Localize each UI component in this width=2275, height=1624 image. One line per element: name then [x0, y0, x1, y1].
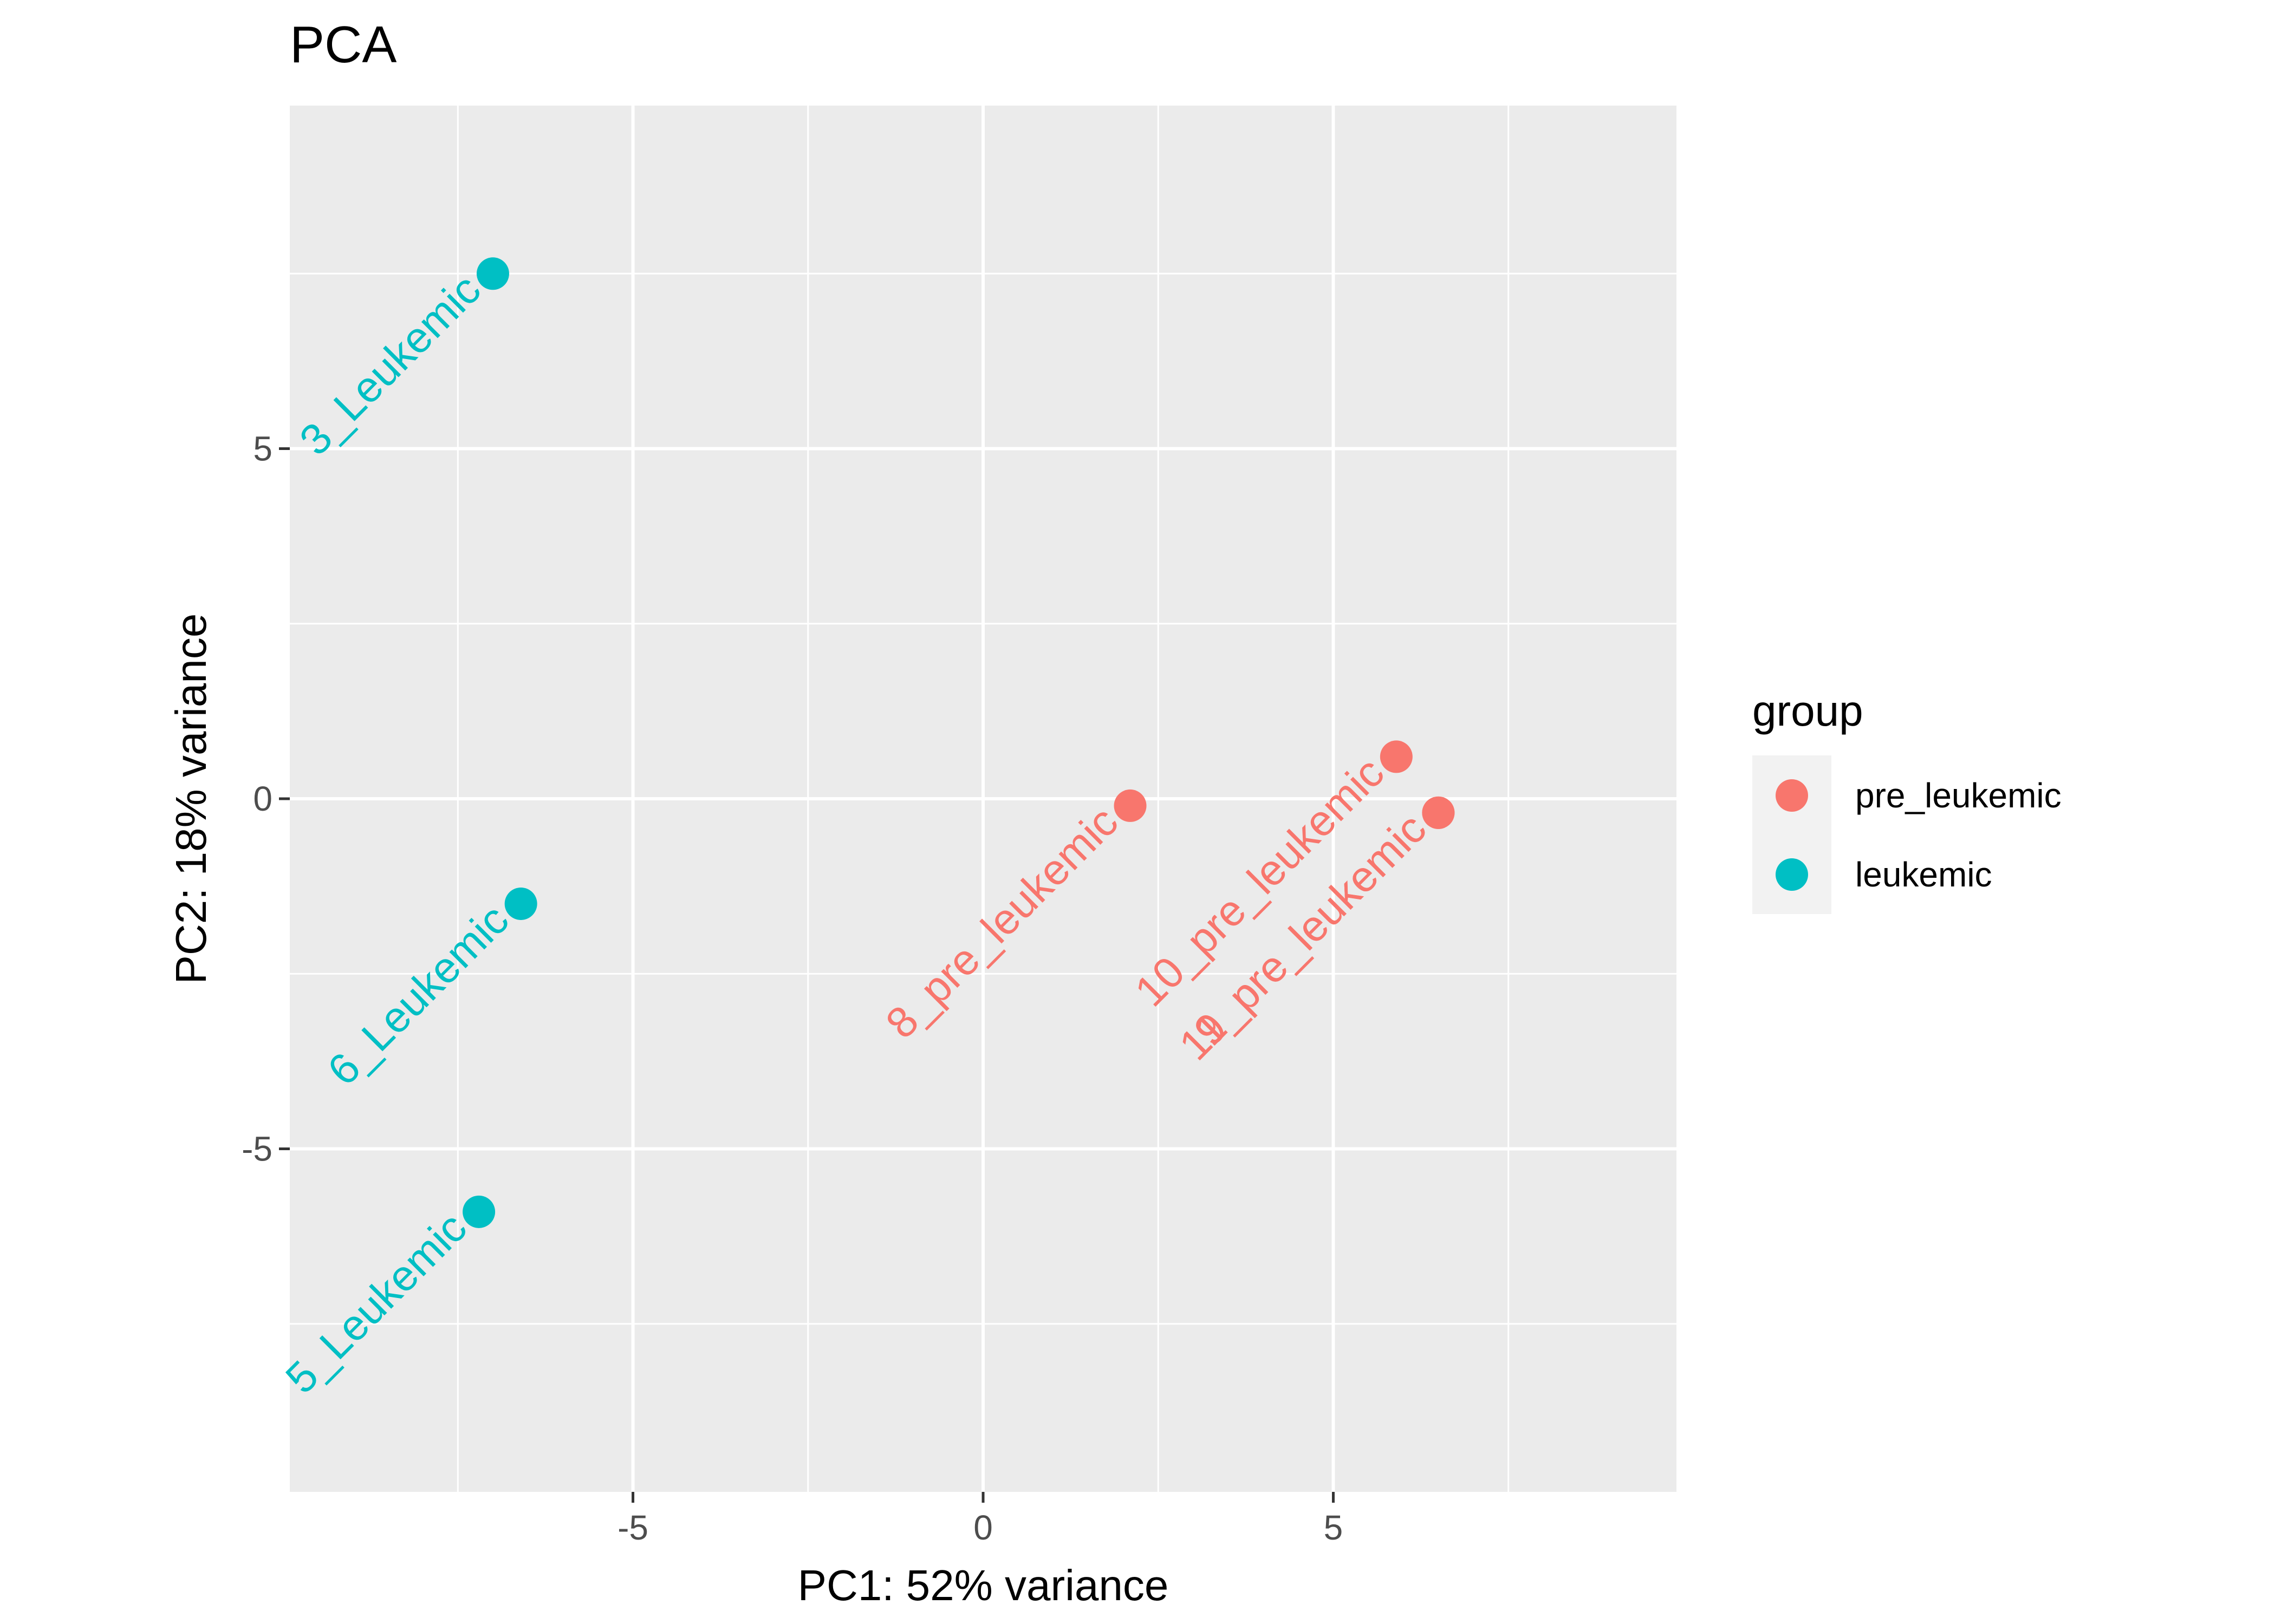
x-tick-label: 0	[973, 1508, 993, 1547]
y-axis-ticks: 5 0 -5	[242, 429, 290, 1168]
legend-key	[1776, 858, 1808, 891]
data-point	[1114, 789, 1147, 822]
legend-key	[1776, 779, 1808, 812]
legend-entries: pre_leukemic leukemic	[1776, 776, 2062, 894]
chart-title: PCA	[290, 16, 396, 74]
data-point	[1380, 740, 1413, 773]
data-points	[463, 257, 1455, 1228]
y-tick-label: 5	[253, 429, 272, 468]
x-tick-label: 5	[1324, 1508, 1343, 1547]
legend: group pre_leukemic leukemic	[1752, 687, 2062, 914]
y-tick-label: 0	[253, 779, 272, 818]
data-point	[504, 887, 537, 920]
x-axis-ticks: -5 0 5	[618, 1492, 1343, 1547]
legend-entry-label: pre_leukemic	[1855, 776, 2062, 815]
y-tick-label: -5	[242, 1129, 272, 1168]
x-tick-label: -5	[618, 1508, 648, 1547]
legend-title: group	[1752, 687, 1863, 735]
legend-entry-label: leukemic	[1855, 855, 1992, 894]
x-axis-label: PC1: 52% variance	[798, 1561, 1169, 1609]
data-point	[476, 257, 509, 290]
y-axis-label: PC2: 18% variance	[167, 614, 215, 984]
data-point	[463, 1195, 496, 1228]
data-point	[1422, 796, 1455, 829]
